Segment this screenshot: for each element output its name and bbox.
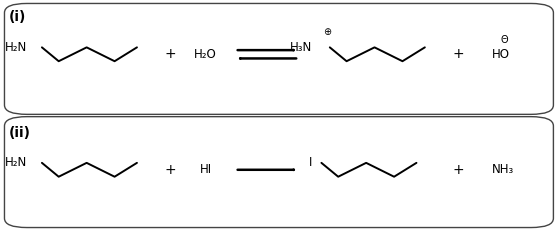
Text: ⊕: ⊕ [324, 27, 331, 37]
Text: HI: HI [200, 163, 212, 176]
Text: HO: HO [492, 48, 510, 61]
Text: +: + [453, 47, 464, 61]
Text: (i): (i) [8, 10, 26, 24]
Text: H₃N: H₃N [290, 41, 312, 54]
FancyBboxPatch shape [4, 3, 553, 114]
Text: H₂O: H₂O [195, 48, 217, 61]
Text: +: + [165, 163, 176, 177]
Text: NH₃: NH₃ [492, 163, 514, 176]
Text: +: + [165, 47, 176, 61]
FancyBboxPatch shape [4, 117, 553, 228]
Text: I: I [309, 156, 312, 169]
Text: +: + [453, 163, 464, 177]
Text: Θ: Θ [500, 35, 508, 46]
Text: H₂N: H₂N [4, 41, 27, 54]
Text: (ii): (ii) [8, 126, 30, 140]
Text: H₂N: H₂N [4, 156, 27, 169]
